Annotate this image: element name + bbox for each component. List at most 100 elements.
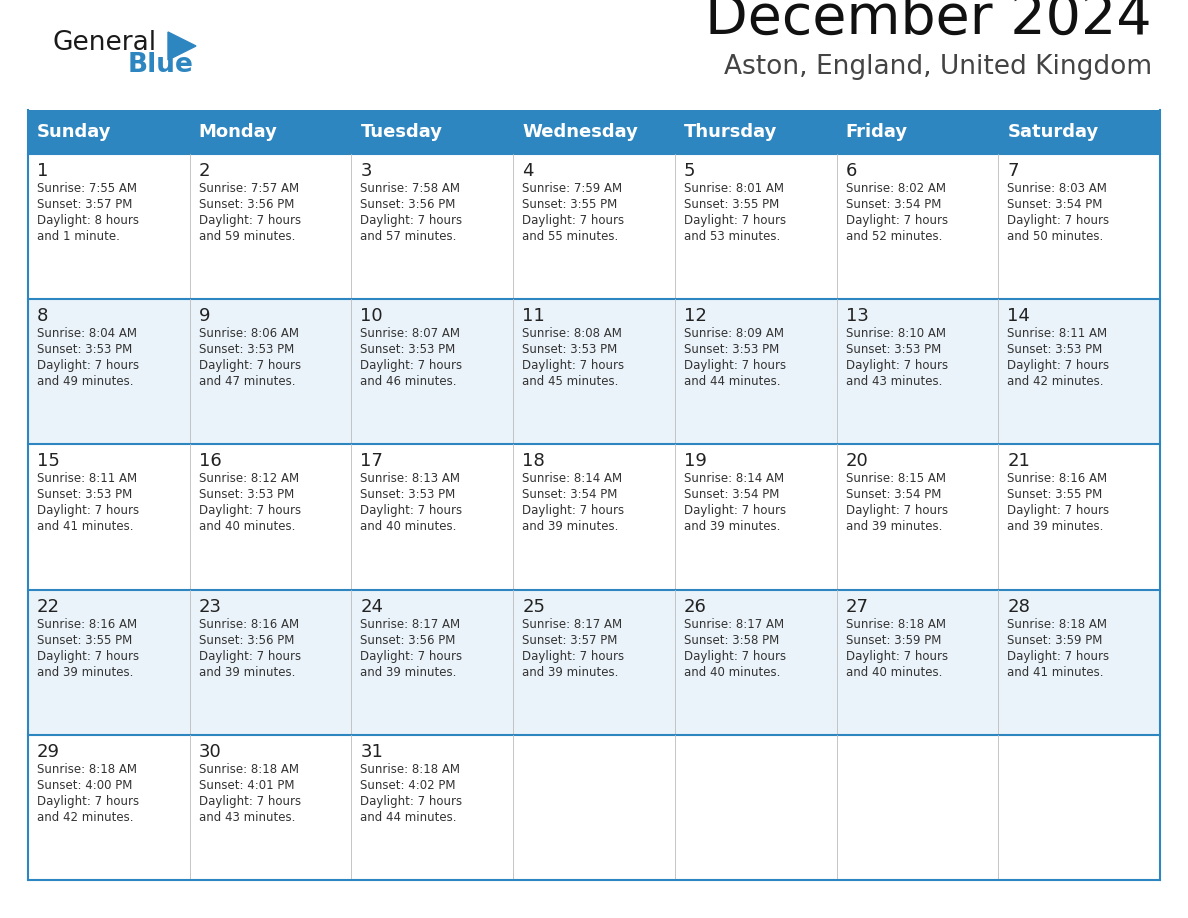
Text: and 55 minutes.: and 55 minutes. — [523, 230, 619, 243]
Text: Sunset: 3:55 PM: Sunset: 3:55 PM — [684, 198, 779, 211]
Text: Sunset: 3:54 PM: Sunset: 3:54 PM — [1007, 198, 1102, 211]
Text: 7: 7 — [1007, 162, 1019, 180]
Text: Sunset: 3:56 PM: Sunset: 3:56 PM — [198, 198, 295, 211]
Text: Sunrise: 8:11 AM: Sunrise: 8:11 AM — [37, 473, 137, 486]
Bar — [29, 444, 1159, 589]
Text: Daylight: 7 hours: Daylight: 7 hours — [360, 795, 462, 808]
Text: Sunset: 3:53 PM: Sunset: 3:53 PM — [1007, 343, 1102, 356]
Bar — [29, 734, 1159, 880]
Text: Sunrise: 8:16 AM: Sunrise: 8:16 AM — [198, 618, 299, 631]
Text: Daylight: 7 hours: Daylight: 7 hours — [37, 504, 139, 518]
Text: Daylight: 7 hours: Daylight: 7 hours — [360, 650, 462, 663]
Text: Daylight: 7 hours: Daylight: 7 hours — [523, 214, 624, 227]
Text: and 52 minutes.: and 52 minutes. — [846, 230, 942, 243]
Text: 16: 16 — [198, 453, 221, 470]
Text: Sunset: 3:53 PM: Sunset: 3:53 PM — [198, 488, 293, 501]
Text: 25: 25 — [523, 598, 545, 616]
Text: Daylight: 7 hours: Daylight: 7 hours — [198, 650, 301, 663]
Text: Sunset: 3:56 PM: Sunset: 3:56 PM — [198, 633, 295, 646]
Text: Daylight: 7 hours: Daylight: 7 hours — [198, 359, 301, 372]
Text: Saturday: Saturday — [1007, 123, 1099, 141]
Text: 13: 13 — [846, 308, 868, 325]
Text: Sunrise: 8:03 AM: Sunrise: 8:03 AM — [1007, 182, 1107, 195]
Text: Sunset: 3:55 PM: Sunset: 3:55 PM — [37, 633, 132, 646]
Bar — [29, 589, 1159, 734]
Text: and 59 minutes.: and 59 minutes. — [198, 230, 295, 243]
Text: December 2024: December 2024 — [706, 0, 1152, 46]
Text: Sunset: 4:01 PM: Sunset: 4:01 PM — [198, 778, 295, 792]
Text: Sunrise: 8:15 AM: Sunrise: 8:15 AM — [846, 473, 946, 486]
Text: Sunset: 3:56 PM: Sunset: 3:56 PM — [360, 198, 456, 211]
Text: Sunset: 3:56 PM: Sunset: 3:56 PM — [360, 633, 456, 646]
Text: and 49 minutes.: and 49 minutes. — [37, 375, 133, 388]
Text: 9: 9 — [198, 308, 210, 325]
Bar — [29, 110, 1159, 154]
Text: Friday: Friday — [846, 123, 908, 141]
Text: Sunset: 3:53 PM: Sunset: 3:53 PM — [37, 488, 132, 501]
Text: 20: 20 — [846, 453, 868, 470]
Text: 22: 22 — [37, 598, 61, 616]
Text: Sunrise: 8:17 AM: Sunrise: 8:17 AM — [360, 618, 461, 631]
Text: and 40 minutes.: and 40 minutes. — [198, 521, 295, 533]
Text: and 53 minutes.: and 53 minutes. — [684, 230, 781, 243]
Text: Sunset: 3:53 PM: Sunset: 3:53 PM — [360, 343, 456, 356]
Text: and 40 minutes.: and 40 minutes. — [684, 666, 781, 678]
Text: Sunrise: 8:14 AM: Sunrise: 8:14 AM — [684, 473, 784, 486]
Text: Thursday: Thursday — [684, 123, 777, 141]
Text: 26: 26 — [684, 598, 707, 616]
Text: and 57 minutes.: and 57 minutes. — [360, 230, 457, 243]
Text: Daylight: 7 hours: Daylight: 7 hours — [37, 359, 139, 372]
Text: Sunset: 3:57 PM: Sunset: 3:57 PM — [523, 633, 618, 646]
Text: Daylight: 7 hours: Daylight: 7 hours — [684, 214, 786, 227]
Text: Sunset: 3:53 PM: Sunset: 3:53 PM — [360, 488, 456, 501]
Text: Sunrise: 8:08 AM: Sunrise: 8:08 AM — [523, 327, 623, 341]
Text: and 43 minutes.: and 43 minutes. — [198, 811, 295, 823]
Text: 11: 11 — [523, 308, 545, 325]
Text: Daylight: 7 hours: Daylight: 7 hours — [523, 504, 624, 518]
Text: Sunrise: 8:18 AM: Sunrise: 8:18 AM — [846, 618, 946, 631]
Text: and 42 minutes.: and 42 minutes. — [1007, 375, 1104, 388]
Text: Sunrise: 8:09 AM: Sunrise: 8:09 AM — [684, 327, 784, 341]
Text: Sunrise: 8:04 AM: Sunrise: 8:04 AM — [37, 327, 137, 341]
Text: Sunset: 3:54 PM: Sunset: 3:54 PM — [846, 488, 941, 501]
Text: Sunday: Sunday — [37, 123, 112, 141]
Text: Sunset: 3:59 PM: Sunset: 3:59 PM — [846, 633, 941, 646]
Text: Sunset: 3:53 PM: Sunset: 3:53 PM — [684, 343, 779, 356]
Text: and 50 minutes.: and 50 minutes. — [1007, 230, 1104, 243]
Text: Sunset: 3:54 PM: Sunset: 3:54 PM — [684, 488, 779, 501]
Text: Tuesday: Tuesday — [360, 123, 442, 141]
Text: 24: 24 — [360, 598, 384, 616]
Text: 10: 10 — [360, 308, 383, 325]
Text: Wednesday: Wednesday — [523, 123, 638, 141]
Text: Sunrise: 8:13 AM: Sunrise: 8:13 AM — [360, 473, 461, 486]
Text: Daylight: 7 hours: Daylight: 7 hours — [37, 795, 139, 808]
Text: 28: 28 — [1007, 598, 1030, 616]
Text: 15: 15 — [37, 453, 59, 470]
Text: Aston, England, United Kingdom: Aston, England, United Kingdom — [723, 54, 1152, 80]
Text: 8: 8 — [37, 308, 49, 325]
Text: Sunrise: 7:55 AM: Sunrise: 7:55 AM — [37, 182, 137, 195]
Bar — [29, 154, 1159, 299]
Text: Sunset: 3:57 PM: Sunset: 3:57 PM — [37, 198, 132, 211]
Text: Sunrise: 8:11 AM: Sunrise: 8:11 AM — [1007, 327, 1107, 341]
Text: Daylight: 7 hours: Daylight: 7 hours — [360, 504, 462, 518]
Text: Daylight: 7 hours: Daylight: 7 hours — [198, 214, 301, 227]
Text: and 39 minutes.: and 39 minutes. — [360, 666, 457, 678]
Text: Sunset: 3:54 PM: Sunset: 3:54 PM — [523, 488, 618, 501]
Text: Sunrise: 8:18 AM: Sunrise: 8:18 AM — [37, 763, 137, 776]
Text: Sunrise: 8:17 AM: Sunrise: 8:17 AM — [684, 618, 784, 631]
Polygon shape — [168, 32, 196, 60]
Text: Sunset: 3:54 PM: Sunset: 3:54 PM — [846, 198, 941, 211]
Text: and 39 minutes.: and 39 minutes. — [523, 521, 619, 533]
Text: 27: 27 — [846, 598, 868, 616]
Text: 19: 19 — [684, 453, 707, 470]
Text: Daylight: 7 hours: Daylight: 7 hours — [198, 795, 301, 808]
Text: 18: 18 — [523, 453, 545, 470]
Text: and 39 minutes.: and 39 minutes. — [684, 521, 781, 533]
Text: Sunrise: 8:07 AM: Sunrise: 8:07 AM — [360, 327, 461, 341]
Text: 5: 5 — [684, 162, 695, 180]
Text: Sunrise: 8:01 AM: Sunrise: 8:01 AM — [684, 182, 784, 195]
Text: Daylight: 7 hours: Daylight: 7 hours — [37, 650, 139, 663]
Text: and 47 minutes.: and 47 minutes. — [198, 375, 295, 388]
Text: and 40 minutes.: and 40 minutes. — [846, 666, 942, 678]
